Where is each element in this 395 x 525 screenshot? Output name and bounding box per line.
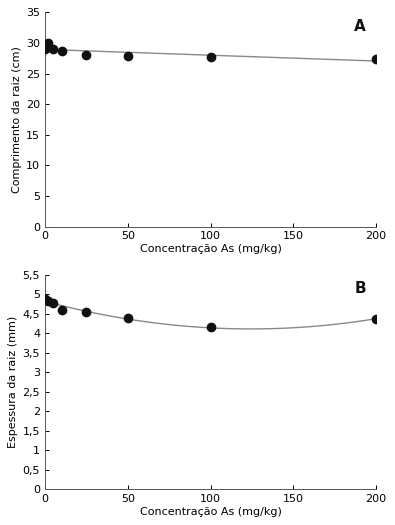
Point bbox=[42, 45, 48, 53]
Point bbox=[58, 306, 65, 314]
Point bbox=[124, 51, 131, 60]
Y-axis label: Espessura da raiz (mm): Espessura da raiz (mm) bbox=[8, 316, 18, 448]
Point bbox=[45, 297, 51, 306]
Point bbox=[45, 39, 51, 47]
Point bbox=[83, 308, 90, 316]
Point bbox=[373, 55, 379, 63]
Point bbox=[373, 314, 379, 323]
Point bbox=[207, 323, 214, 332]
Text: B: B bbox=[355, 281, 366, 296]
Point bbox=[83, 50, 90, 59]
Point bbox=[207, 53, 214, 61]
Point bbox=[58, 47, 65, 55]
Point bbox=[50, 45, 56, 53]
X-axis label: Concentração As (mg/kg): Concentração As (mg/kg) bbox=[139, 507, 282, 517]
Point bbox=[124, 314, 131, 323]
X-axis label: Concentração As (mg/kg): Concentração As (mg/kg) bbox=[139, 244, 282, 254]
Point bbox=[42, 295, 48, 303]
Point bbox=[50, 299, 56, 307]
Text: A: A bbox=[354, 19, 366, 34]
Y-axis label: Comprimento da raiz (cm): Comprimento da raiz (cm) bbox=[12, 46, 22, 193]
